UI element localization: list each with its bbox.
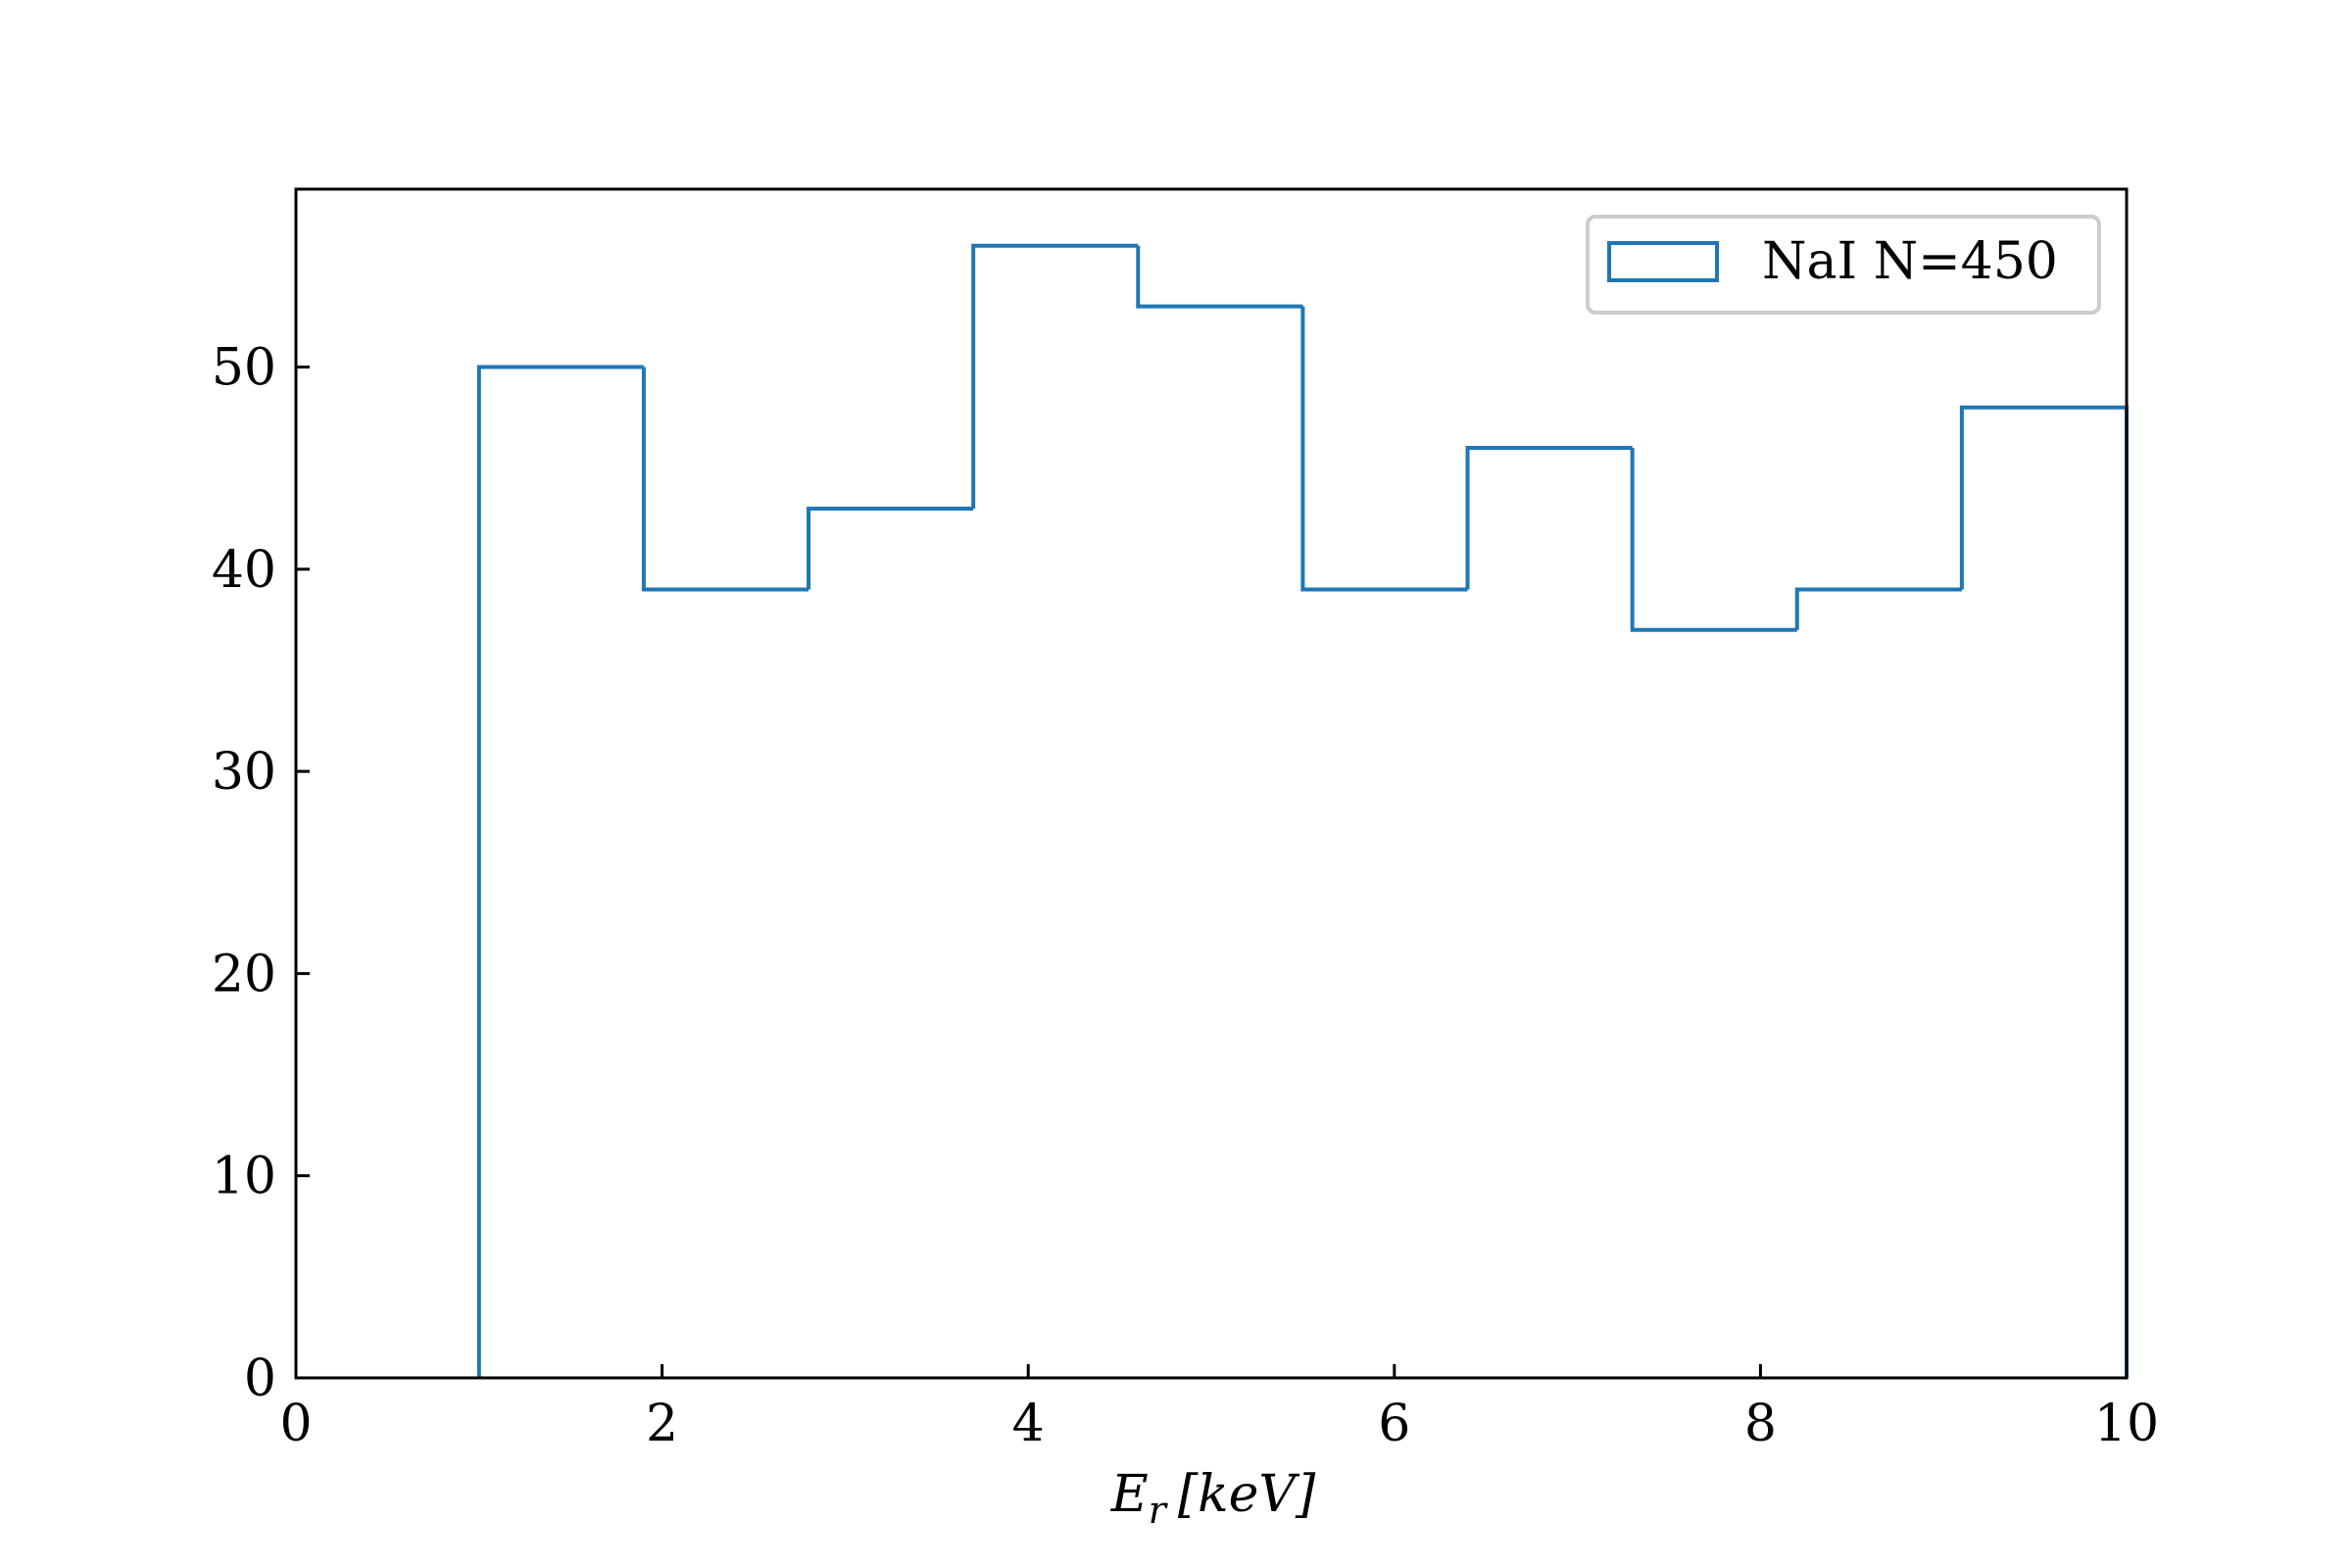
y-tick-label: 30 <box>212 743 276 802</box>
legend: NaI N=450 <box>1586 215 2101 315</box>
plot-area <box>294 187 2129 1380</box>
x-axis: 0 2 4 6 8 10 <box>279 1364 2159 1453</box>
y-tick-label: 10 <box>212 1148 276 1206</box>
y-tick-label: 20 <box>212 945 276 1004</box>
legend-swatch <box>1607 241 1719 282</box>
histogram-bar-2 <box>641 367 809 592</box>
histogram-bar-5 <box>1136 245 1303 309</box>
x-axis-label: Er [keV] <box>1110 1465 1316 1532</box>
x-tick-label: 0 <box>279 1395 312 1453</box>
legend-label: NaI N=450 <box>1762 232 2058 291</box>
y-tick-label: 0 <box>244 1349 276 1408</box>
x-tick-label: 2 <box>646 1395 678 1453</box>
histogram-bar-6 <box>1300 306 1468 592</box>
y-tick-label: 50 <box>212 339 276 398</box>
histogram-bar-3 <box>807 506 974 590</box>
y-axis: 0 10 20 30 40 50 <box>212 339 310 1408</box>
x-tick-label: 10 <box>2094 1395 2159 1453</box>
histogram-bar-8 <box>1630 448 1797 632</box>
histogram-bar-1 <box>476 365 644 1378</box>
legend-frame <box>1586 215 2101 315</box>
x-tick-label: 4 <box>1012 1395 1045 1453</box>
histogram-bar-7 <box>1465 446 1633 590</box>
histogram-bar-9 <box>1794 587 1962 630</box>
x-tick-label: 6 <box>1378 1395 1410 1453</box>
x-tick-label: 8 <box>1744 1395 1777 1453</box>
histogram-bar-4 <box>971 243 1139 509</box>
y-tick-label: 40 <box>212 541 276 600</box>
axes-frame <box>294 187 2129 1380</box>
